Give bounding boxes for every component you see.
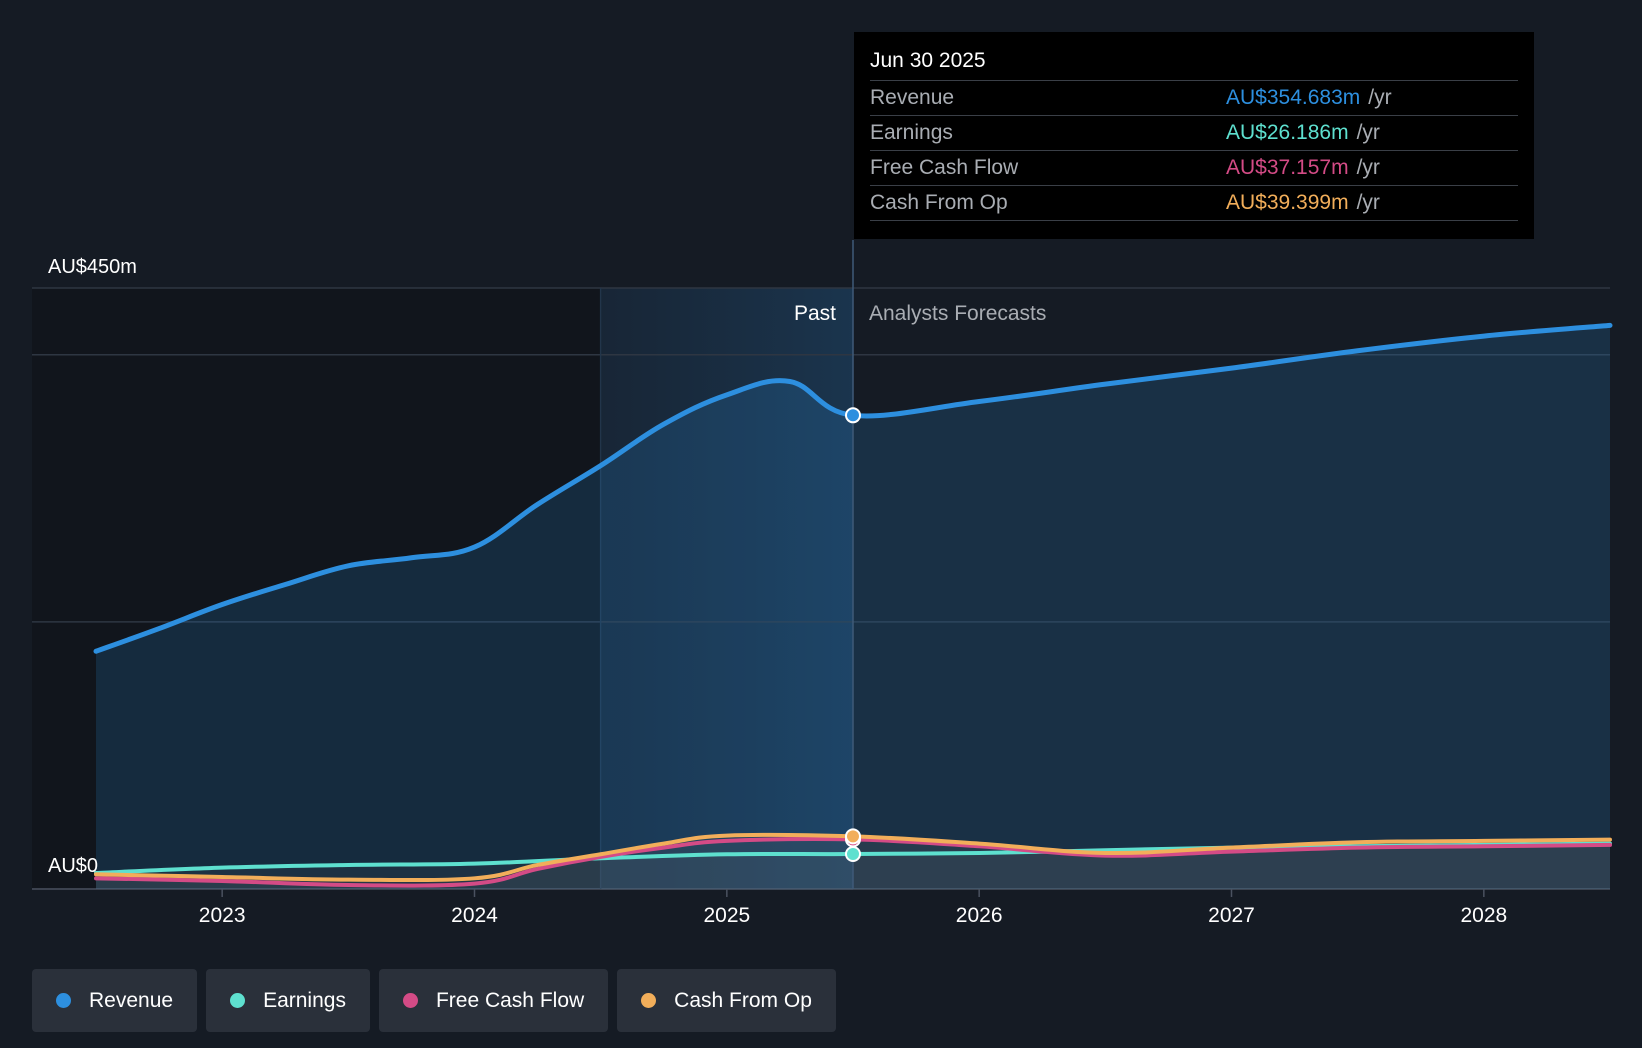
legend-item-free-cash-flow[interactable]: Free Cash Flow bbox=[378, 969, 609, 1032]
tooltip-row-cash-from-op: Cash From Op AU$39.399m /yr bbox=[870, 186, 1518, 221]
legend-label: Free Cash Flow bbox=[435, 988, 585, 1012]
legend-label: Cash From Op bbox=[674, 988, 812, 1012]
past-background bbox=[32, 288, 602, 890]
legend: Revenue Earnings Free Cash Flow Cash Fro… bbox=[32, 969, 836, 1032]
tooltip-row-free-cash-flow: Free Cash Flow AU$37.157m /yr bbox=[870, 151, 1518, 186]
cash-from-op-line bbox=[94, 832, 1612, 883]
tooltip-value: AU$354.683m bbox=[1226, 86, 1361, 109]
tooltip-unit: /yr bbox=[1356, 156, 1380, 179]
revenue-line bbox=[93, 322, 1613, 654]
tooltip-value: AU$26.186m bbox=[1226, 121, 1349, 144]
legend-label: Earnings bbox=[263, 988, 346, 1012]
tooltip-value: AU$39.399m bbox=[1226, 191, 1349, 214]
tooltip-label: Cash From Op bbox=[870, 191, 1008, 214]
x-tick-label: 2028 bbox=[1460, 904, 1507, 927]
y-axis-top-label: AU$450m bbox=[48, 256, 137, 278]
hover-tooltip: Jun 30 2025 Revenue AU$354.683m /yr Earn… bbox=[854, 32, 1534, 239]
legend-item-earnings[interactable]: Earnings bbox=[206, 969, 370, 1032]
x-tick-label: 2023 bbox=[199, 904, 246, 927]
cash-from-op-dot-icon bbox=[641, 993, 657, 1008]
tooltip-unit: /yr bbox=[1368, 86, 1392, 109]
highlight-band bbox=[600, 288, 853, 890]
revenue-dot-icon bbox=[56, 993, 71, 1008]
revenue-marker bbox=[845, 407, 861, 424]
tooltip-label: Earnings bbox=[870, 121, 953, 144]
tooltip-value: AU$37.157m bbox=[1226, 156, 1349, 179]
tooltip-label: Revenue bbox=[870, 86, 955, 109]
cash-from-op-marker bbox=[845, 828, 861, 845]
legend-label: Revenue bbox=[89, 988, 174, 1012]
x-tick-label: 2025 bbox=[703, 904, 750, 927]
x-tick-label: 2024 bbox=[451, 904, 498, 927]
earnings-dot-icon bbox=[230, 993, 246, 1008]
free-cash-flow-dot-icon bbox=[402, 993, 418, 1008]
forecast-label: Analysts Forecasts bbox=[869, 302, 1046, 325]
tooltip-row-earnings: Earnings AU$26.186m /yr bbox=[870, 116, 1518, 151]
x-tick-label: 2026 bbox=[956, 904, 1003, 927]
tooltip-unit: /yr bbox=[1356, 191, 1380, 214]
tooltip-row-revenue: Revenue AU$354.683m /yr bbox=[870, 81, 1518, 116]
legend-item-revenue[interactable]: Revenue bbox=[32, 969, 198, 1032]
legend-item-cash-from-op[interactable]: Cash From Op bbox=[617, 969, 836, 1032]
earnings-marker bbox=[845, 846, 861, 863]
x-tick-label: 2027 bbox=[1208, 904, 1255, 927]
y-axis-bottom-label: AU$0 bbox=[48, 855, 98, 877]
grid bbox=[32, 287, 1610, 890]
tooltip-label: Free Cash Flow bbox=[870, 156, 1019, 179]
x-axis: 2023 2024 2025 2026 2027 2028 bbox=[199, 889, 1507, 927]
past-label: Past bbox=[794, 302, 836, 325]
tooltip-unit: /yr bbox=[1356, 121, 1380, 144]
hover-markers bbox=[845, 407, 861, 863]
free-cash-flow-line bbox=[94, 837, 1612, 888]
tooltip-date: Jun 30 2025 bbox=[870, 46, 1518, 81]
